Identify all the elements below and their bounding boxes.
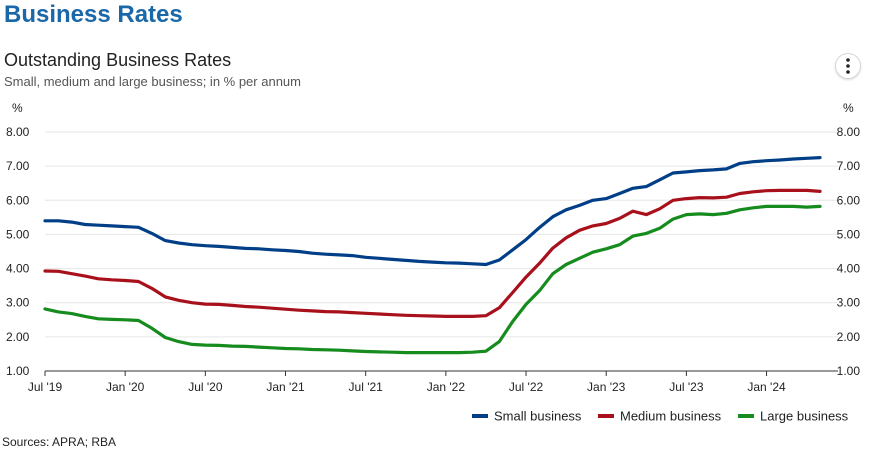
y-tick-label-right: 5.00 — [837, 227, 861, 241]
y-tick-label-right: 6.00 — [837, 193, 861, 207]
x-tick-label: Jan '20 — [106, 380, 145, 394]
chart-subtitle: Small, medium and large business; in % p… — [4, 74, 301, 89]
series-lines — [43, 156, 822, 355]
chart-menu-button[interactable] — [835, 53, 861, 79]
axes: 1.00 1.00 2.00 2.00 3.00 3.00 4.00 4.00 5.00 5.00… — [6, 101, 860, 394]
series-line-small-business — [43, 156, 822, 267]
y-tick-label-left: 6.00 — [6, 193, 30, 207]
y-tick-label-right: 4.00 — [837, 262, 861, 276]
x-tick-label: Jan '23 — [587, 380, 626, 394]
series-line-large-business — [43, 204, 822, 355]
y-tick-label-left: 3.00 — [6, 296, 30, 310]
y-tick-label-left: 5.00 — [6, 227, 30, 241]
source-note: Sources: APRA; RBA — [2, 435, 117, 449]
legend-label-large-business: Large business — [760, 409, 849, 424]
y-tick-label-left: 8.00 — [6, 125, 30, 139]
x-tick-label: Jul '19 — [28, 380, 63, 394]
legend-label-medium-business: Medium business — [620, 409, 722, 424]
y-tick-label-left: 1.00 — [6, 364, 30, 378]
y-axis-unit-left: % — [12, 101, 23, 115]
x-tick-label: Jan '24 — [747, 380, 786, 394]
y-tick-label-left: 2.00 — [6, 330, 30, 344]
gridlines — [45, 131, 838, 338]
x-tick-label: Jul '22 — [509, 380, 544, 394]
series-line-medium-business — [43, 188, 822, 318]
x-tick-label: Jul '21 — [349, 380, 384, 394]
x-tick-label: Jul '23 — [669, 380, 704, 394]
line-chart: 1.00 1.00 2.00 2.00 3.00 3.00 4.00 4.00 5.00 5.00… — [6, 101, 860, 424]
chart-title: Outstanding Business Rates — [4, 50, 232, 70]
page-title: Business Rates — [4, 1, 183, 28]
y-tick-label-right: 2.00 — [837, 330, 861, 344]
y-tick-label-left: 4.00 — [6, 262, 30, 276]
y-tick-label-right: 7.00 — [837, 159, 861, 173]
legend-label-small-business: Small business — [494, 409, 582, 424]
legend: Small business Medium business Large busin… — [472, 409, 849, 424]
y-tick-label-right: 8.00 — [837, 125, 861, 139]
x-tick-label: Jan '21 — [266, 380, 305, 394]
y-tick-label-right: 1.00 — [837, 364, 861, 378]
y-tick-label-right: 3.00 — [837, 296, 861, 310]
x-tick-label: Jul '20 — [188, 380, 223, 394]
more-vertical-icon — [846, 58, 850, 74]
y-tick-label-left: 7.00 — [6, 159, 30, 173]
y-axis-unit-right: % — [843, 101, 854, 115]
x-tick-label: Jan '22 — [427, 380, 466, 394]
